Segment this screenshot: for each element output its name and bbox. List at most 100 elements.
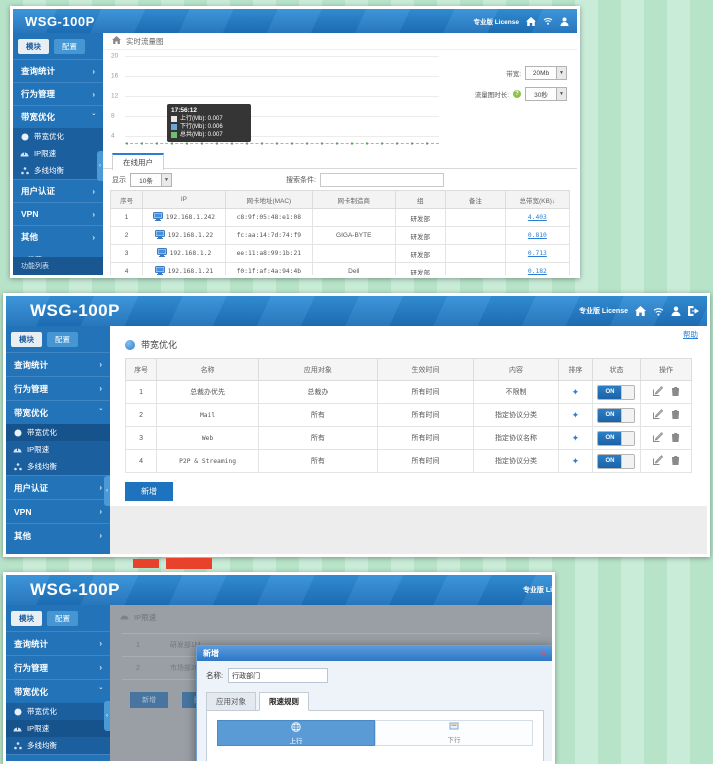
tab-online-users[interactable]: 在线用户 [112,153,164,170]
sidebar-tab-config[interactable]: 配置 [47,332,78,347]
sidebar-item-behavior-mgmt[interactable]: 行为管理 › [13,82,103,105]
page-size-select[interactable]: 10条 ▼ [130,173,172,187]
sidebar-subitem-bandwidth-opt[interactable]: 带宽优化 [6,703,110,720]
col-group[interactable]: 组 [394,190,447,209]
col-no[interactable]: 序号 [109,190,144,209]
bandwidth-select[interactable]: 20Mb ▼ [525,66,567,80]
col-note[interactable]: 备注 [445,190,506,209]
sidebar-item-query-stats[interactable]: 查询统计 › [6,631,110,655]
app-title: WSG-100P [25,13,95,29]
tab-apply-target[interactable]: 应用对象 [206,692,256,711]
sidebar-item-bandwidth-opt[interactable]: 带宽优化 ˇ [13,105,103,128]
home-icon[interactable] [526,16,536,26]
sidebar-collapse-handle[interactable]: ‹ [97,151,103,181]
sidebar-subitem-multiline[interactable]: 多线均衡 [6,737,110,754]
direction-up-button[interactable]: 上行 [217,720,375,746]
status-toggle[interactable]: ON [597,407,636,423]
name-label: 名称: [206,671,224,680]
chevron-right-icon: › [99,483,102,492]
col-mac[interactable]: 网卡地址(MAC) [224,190,313,209]
wifi-icon[interactable] [543,17,553,25]
help-link[interactable]: 帮助 [683,330,698,339]
sidebar-item-other[interactable]: 其他 › [13,225,103,248]
sidebar-item-bandwidth-opt[interactable]: 带宽优化 ˇ [6,679,110,703]
status-toggle[interactable]: ON [597,430,636,446]
add-ip-limit-modal: 新增 ✕ 名称: 行政部门 应用对象 限速规则 [196,645,552,761]
sidebar-subitem-ip-limit[interactable]: IP限速 [13,145,103,162]
sidebar-subitem-multiline[interactable]: 多线均衡 [13,162,103,179]
sidebar-subitem-ip-limit[interactable]: IP限速 [6,720,110,737]
chevron-right-icon: › [99,360,102,369]
close-icon[interactable]: ✕ [539,648,547,658]
sidebar-item-query-stats[interactable]: 查询统计 › [6,352,110,376]
table-row[interactable]: 3 192.168.1.2 ee:11:a8:99:1b:21 研发部 0.71… [109,244,571,263]
y-tick: 8 [111,112,115,120]
sidebar-collapse-handle[interactable]: ‹ [104,476,110,506]
sidebar-item-behavior-mgmt[interactable]: 行为管理 › [6,376,110,400]
table-row[interactable]: 4 192.168.1.21 f0:1f:af:4a:94:4b Dell 研发… [109,262,571,275]
sidebar-item-behavior-mgmt[interactable]: 行为管理 › [6,655,110,679]
status-toggle[interactable]: ON [597,453,636,469]
sidebar-item-vpn[interactable]: VPN › [13,202,103,225]
globe-icon [291,721,301,734]
sidebar-tab-config[interactable]: 配置 [47,611,78,626]
tab-limit-rules[interactable]: 限速规则 [259,692,309,711]
bandwidth-link[interactable]: 0.810 [527,232,547,239]
sidebar-subitem-ip-limit[interactable]: IP限速 [6,441,110,458]
y-tick: 16 [111,72,119,80]
user-icon[interactable] [560,17,569,26]
table-row[interactable]: 1 192.168.1.242 c8:9f:05:48:e1:08 研发部 4.… [109,208,571,227]
sidebar-tab-config[interactable]: 配置 [54,39,85,54]
delete-icon[interactable] [671,432,680,442]
bandwidth-link[interactable]: 0.713 [527,250,547,257]
logout-icon[interactable] [688,306,699,316]
sidebar-tab-module[interactable]: 模块 [18,39,49,54]
edit-icon[interactable] [652,409,663,419]
sidebar-item-user-auth[interactable]: 用户认证› [6,475,110,499]
sidebar-item-user-auth[interactable]: 用户认证› [13,179,103,202]
sidebar-collapse-handle[interactable]: ‹ [104,701,110,731]
sidebar-subitem-multiline[interactable]: 多线均衡 [6,458,110,475]
table-row: 1 总裁办优先 总裁办 所有时间 不限制 ✦ ON [124,380,692,404]
delete-icon[interactable] [671,409,680,419]
delete-icon[interactable] [671,386,680,396]
sidebar-item-other[interactable]: 其他 › [6,523,110,547]
home-icon[interactable] [635,306,646,316]
direction-down-button[interactable]: 下行 [375,720,533,746]
sidebar-item-bandwidth-opt[interactable]: 带宽优化 ˇ [6,400,110,424]
sort-move-icon[interactable]: ✦ [571,409,580,420]
col-ip[interactable]: IP [142,190,226,209]
edit-icon[interactable] [652,386,663,396]
sidebar-subitem-bandwidth-opt[interactable]: 带宽优化 [6,424,110,441]
sidebar-tab-module[interactable]: 模块 [11,611,42,626]
sort-move-icon[interactable]: ✦ [571,386,580,397]
col-bandwidth[interactable]: 总带宽(KB)↓ [504,190,571,209]
sidebar-item-query-stats[interactable]: 查询统计 › [13,59,103,82]
table-row[interactable]: 2 192.168.1.22 fc:aa:14:7d:74:f9 GIGA-BY… [109,226,571,245]
help-question-icon[interactable]: ? [513,90,521,98]
sidebar-tab-module[interactable]: 模块 [11,332,42,347]
duration-select[interactable]: 30秒 ▼ [525,87,567,101]
wifi-icon[interactable] [653,307,664,316]
sidebar-item-vpn[interactable]: VPN › [6,499,110,523]
bandwidth-link[interactable]: 4.403 [527,214,547,221]
edit-icon[interactable] [652,432,663,442]
name-input[interactable]: 行政部门 [228,668,329,683]
license-label: 专业版 License [473,19,519,26]
sort-move-icon[interactable]: ✦ [571,455,580,466]
col-status: 状态 [591,358,642,381]
add-rule-button[interactable]: 新增 [125,482,173,501]
delete-icon[interactable] [671,455,680,465]
sort-move-icon[interactable]: ✦ [571,432,580,443]
sidebar-subitem-bandwidth-opt[interactable]: 带宽优化 [13,128,103,145]
bandwidth-link[interactable]: 0.182 [527,268,547,275]
status-toggle[interactable]: ON [597,384,636,400]
col-name: 名称 [156,358,259,381]
search-input[interactable] [319,173,444,187]
app-title: WSG-100P [30,301,120,320]
col-vendor[interactable]: 网卡制造商 [311,190,396,209]
sidebar-item-user-auth[interactable]: 用户认证› [6,754,110,761]
user-icon[interactable] [671,306,681,316]
download-icon [449,722,459,733]
edit-icon[interactable] [652,455,663,465]
